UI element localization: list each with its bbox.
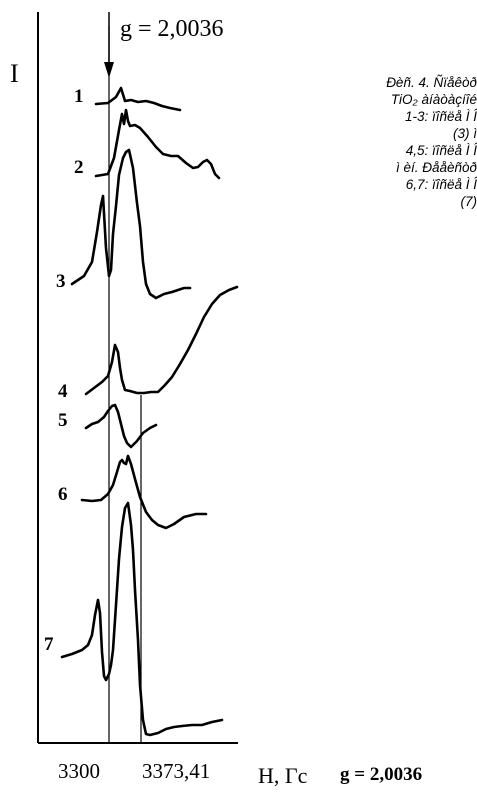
caption-line-1: Ðèñ. 4. Ñïåêòð (386, 75, 477, 90)
caption-line-3: 1-3: ïîñëå Ì Î (404, 109, 477, 124)
footer-g-value: g = 2,0036 (340, 764, 423, 785)
spectrum-3-trace (70, 148, 192, 300)
spectrum-4-trace (84, 285, 239, 396)
caption-line-4: (3) ì (452, 126, 477, 141)
g-marker-label: g = 2,0036 (120, 16, 224, 42)
caption-line-5: 4,5: ïîñëå Ì Î (405, 143, 477, 158)
caption-line-7: 6,7: ïîñëå Ì Î (405, 177, 477, 192)
g-marker-arrowhead (104, 62, 114, 78)
spectrum-label-1: 1 (74, 86, 84, 107)
spectrum-label-4: 4 (58, 381, 68, 402)
spectrum-7-trace (60, 501, 224, 737)
spectrum-1-trace (94, 86, 182, 112)
caption-line-8: (7) (460, 194, 477, 209)
caption-line-6: ì èí. Ðååèñòð (395, 160, 477, 175)
spectrum-2-trace (94, 108, 221, 180)
spectrum-label-2: 2 (74, 157, 84, 178)
spectrum-5-trace (84, 403, 158, 449)
spectrum-label-5: 5 (58, 410, 68, 431)
figure-caption: Ðèñ. 4. Ñïåêòð TiO₂ àíàòàçíîé 1-3: ïîñëå… (300, 74, 477, 210)
spectrum-label-3: 3 (56, 271, 66, 292)
spectrum-label-7: 7 (44, 634, 54, 655)
y-axis-label: I (10, 59, 19, 88)
x-tick-3300: 3300 (58, 759, 100, 783)
x-axis-label: H, Гс (258, 763, 308, 788)
x-tick-3373: 3373,41 (142, 759, 210, 783)
caption-line-2: TiO₂ àíàòàçíîé (390, 92, 477, 107)
spectrum-label-6: 6 (58, 484, 68, 505)
spectrum-6-trace (80, 454, 208, 530)
